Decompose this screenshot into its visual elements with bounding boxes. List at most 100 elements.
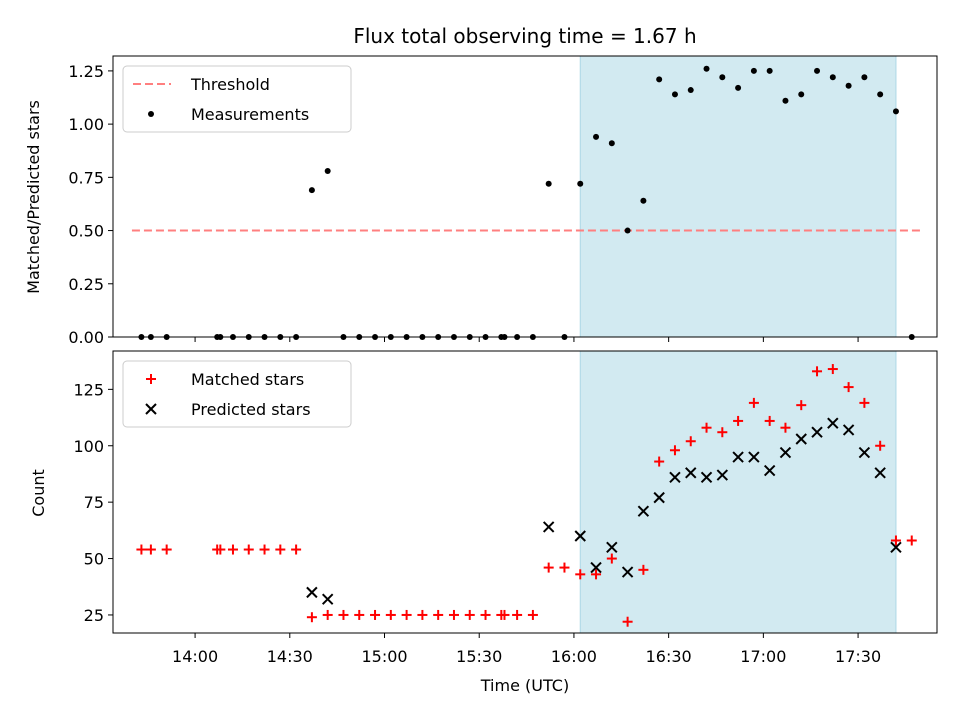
matched-stars-point xyxy=(780,422,791,433)
measurement-point xyxy=(687,87,694,94)
matched-stars-point xyxy=(385,609,396,620)
matched-stars-point xyxy=(291,544,302,555)
measurement-point xyxy=(545,180,552,187)
matched-stars-point xyxy=(275,544,286,555)
matched-stars-point xyxy=(859,397,870,408)
predicted-stars-point xyxy=(542,521,555,533)
x-tick-label: 15:00 xyxy=(361,647,407,666)
x-tick-label: 15:30 xyxy=(456,647,502,666)
matched-stars-point xyxy=(480,609,491,620)
predicted-stars-point xyxy=(827,417,839,429)
matched-stars-point xyxy=(306,612,317,623)
measurement-point xyxy=(750,67,757,74)
measurement-point xyxy=(861,74,868,81)
measurement-point xyxy=(766,67,773,74)
matched-stars-point xyxy=(733,415,744,426)
matched-stars-point xyxy=(685,436,696,447)
predicted-stars-point xyxy=(621,566,634,578)
measurement-point xyxy=(877,91,884,98)
count-panel: 14:00 14:30 15:00 15:30 16:00 16:30 17:00 17:30… xyxy=(29,350,938,695)
legend-label: Measurements xyxy=(191,105,309,124)
predicted-stars-point xyxy=(669,471,681,484)
legend-label: Predicted stars xyxy=(191,400,311,419)
measurement-point xyxy=(892,108,899,115)
measurement-point xyxy=(656,76,663,83)
matched-stars-point xyxy=(543,562,554,573)
matched-stars-point xyxy=(215,544,226,555)
predicted-stars-point xyxy=(748,451,760,463)
matched-stars-point xyxy=(499,609,510,620)
matched-stars-point xyxy=(606,553,617,564)
measurement-point xyxy=(719,74,726,81)
predicted-stars-point xyxy=(716,469,729,481)
measurement-point xyxy=(593,133,600,140)
y-tick-label: 1.25 xyxy=(68,62,104,81)
matched-stars-point xyxy=(906,535,917,546)
matched-stars-point xyxy=(827,364,838,375)
measurement-point xyxy=(608,140,615,147)
ratio-panel: 0.00 0.25 0.50 0.75 1.00 1.25 Flux total obse… xyxy=(24,24,938,347)
matched-stars-point xyxy=(227,544,238,555)
matched-stars-point xyxy=(417,609,428,620)
predicted-stars-point xyxy=(763,464,776,477)
observing-window-shade xyxy=(579,55,897,338)
y-tick-label: 0.00 xyxy=(68,328,104,347)
count-panel-frame xyxy=(112,350,938,634)
matched-stars-point xyxy=(527,609,538,620)
legend-label: Matched stars xyxy=(191,370,304,389)
predicted-stars-point xyxy=(842,424,855,436)
matched-stars-point xyxy=(591,569,602,580)
legend-box xyxy=(122,360,352,428)
predicted-stars-point xyxy=(858,446,871,459)
y-tick-label: 0.50 xyxy=(68,222,104,241)
count-y-axis-label: Count xyxy=(29,469,48,517)
measurement-point xyxy=(703,65,710,72)
matched-stars-point xyxy=(638,564,649,575)
x-tick-label: 17:00 xyxy=(740,647,786,666)
legend-predicted-swatch xyxy=(145,403,157,415)
predicted-stars-point xyxy=(874,467,886,479)
x-tick-label: 14:30 xyxy=(267,647,313,666)
matched-stars-point xyxy=(145,544,156,555)
count-legend: Matched stars Predicted stars xyxy=(122,360,352,428)
matched-stars-point xyxy=(622,616,633,627)
predicted-stars-point xyxy=(637,505,650,517)
matched-stars-point xyxy=(161,544,172,555)
y-tick-label: 100 xyxy=(73,437,104,456)
y-tick-label: 0.25 xyxy=(68,275,104,294)
matched-stars-point xyxy=(654,456,665,467)
ratio-legend: Threshold Measurements xyxy=(122,65,352,133)
predicted-stars-point xyxy=(685,467,697,479)
measurement-point xyxy=(671,91,678,98)
matched-stars-point xyxy=(575,569,586,580)
predicted-stars-point xyxy=(779,446,792,459)
predicted-stars-point xyxy=(890,541,902,553)
predicted-stars-point xyxy=(700,471,713,484)
matched-stars-point xyxy=(796,400,807,411)
x-tick-label: 17:30 xyxy=(835,647,881,666)
matched-stars-point xyxy=(243,544,254,555)
x-tick-label: 16:30 xyxy=(646,647,692,666)
measurement-point xyxy=(577,180,584,187)
measurement-point xyxy=(735,84,742,91)
x-tick-label: 16:00 xyxy=(551,647,597,666)
matched-stars-point xyxy=(370,609,381,620)
matched-stars-point xyxy=(764,415,775,426)
matched-stars-point xyxy=(401,609,412,620)
predicted-stars-point xyxy=(606,541,618,553)
matched-stars-point xyxy=(669,445,680,456)
matched-stars-point xyxy=(259,544,270,555)
legend-measurement-swatch xyxy=(148,111,154,117)
matched-stars-point xyxy=(748,397,759,408)
matched-stars-point xyxy=(433,609,444,620)
ratio-y-axis-label: Matched/Predicted stars xyxy=(24,100,43,294)
measurement-point xyxy=(640,197,647,204)
measurement-point xyxy=(798,91,805,98)
matched-stars-point xyxy=(812,366,823,377)
legend-matched-swatch xyxy=(146,374,156,384)
x-axis-label: Time (UTC) xyxy=(480,676,569,695)
matched-stars-point xyxy=(136,544,147,555)
matched-stars-point xyxy=(338,609,349,620)
y-tick-label: 0.75 xyxy=(68,168,104,187)
legend-box xyxy=(122,65,352,133)
